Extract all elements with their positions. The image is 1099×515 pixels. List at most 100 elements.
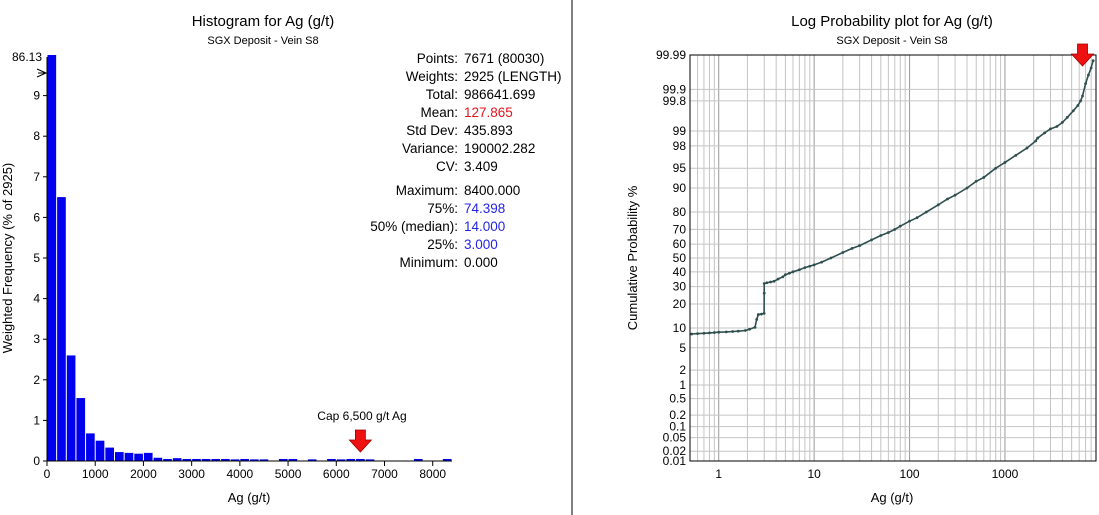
histogram-bar xyxy=(288,458,298,461)
cap-arrow-icon xyxy=(348,429,373,453)
probability-point xyxy=(946,197,949,201)
histogram-y-tick-label: 0 xyxy=(33,454,40,468)
histogram-subtitle: SGX Deposit - Vein S8 xyxy=(207,35,318,47)
histogram-x-tick-label: 3000 xyxy=(178,467,205,481)
histogram-bar xyxy=(327,458,336,461)
probability-point xyxy=(850,246,854,250)
probability-point xyxy=(1060,121,1064,124)
histogram-y-tick-label: 1 xyxy=(33,413,40,427)
histogram-y-tick-label: 5 xyxy=(33,251,40,265)
stat-value: 7671 (80030) xyxy=(464,51,544,66)
probability-point xyxy=(762,291,766,295)
probability-point xyxy=(781,275,785,279)
histogram-bar xyxy=(182,458,192,461)
probability-point xyxy=(994,166,998,170)
probability-y-tick-label: 30 xyxy=(673,280,687,294)
probability-y-tick-label: 0.05 xyxy=(663,431,687,445)
probability-point xyxy=(870,238,873,242)
histogram-bar xyxy=(278,458,288,461)
histogram-y-tick-label: 2 xyxy=(33,373,40,387)
probability-point xyxy=(696,332,699,336)
stat-value: 3.000 xyxy=(464,237,498,252)
histogram-bar xyxy=(201,458,211,461)
probability-point xyxy=(690,332,694,336)
histogram-bar xyxy=(346,458,356,461)
stat-value: 190002.282 xyxy=(464,141,535,156)
probability-point xyxy=(731,330,735,333)
probability-y-tick-label: 50 xyxy=(673,251,687,265)
probability-y-tick-label: 80 xyxy=(673,205,687,219)
probability-x-tick-label: 100 xyxy=(900,467,920,481)
histogram-bar xyxy=(192,458,201,461)
probability-point xyxy=(769,280,773,284)
stat-label: Minimum: xyxy=(399,255,458,270)
histogram-bar xyxy=(250,459,259,461)
probability-point xyxy=(924,210,928,214)
probability-point xyxy=(765,281,769,285)
probability-point xyxy=(797,268,801,272)
histogram-bar xyxy=(86,433,95,461)
stat-label: Weights: xyxy=(406,69,458,84)
probability-point xyxy=(1014,153,1018,157)
probability-x-tick-label: 1000 xyxy=(992,467,1019,481)
stat-value: 3.409 xyxy=(464,159,498,174)
stat-value: 127.865 xyxy=(464,105,513,120)
histogram-x-tick-label: 6000 xyxy=(323,467,350,481)
probability-point xyxy=(762,282,766,285)
probability-point xyxy=(1025,146,1029,150)
probability-point xyxy=(803,266,807,270)
probability-y-tick-label: 98 xyxy=(673,139,687,153)
stat-label: 50% (median): xyxy=(370,219,458,234)
probability-point xyxy=(724,330,728,334)
histogram-bar xyxy=(47,55,57,461)
probability-point xyxy=(702,331,706,335)
probability-y-tick-label: 70 xyxy=(673,222,687,236)
histogram-y-tick-label: 8 xyxy=(33,129,40,143)
probability-point xyxy=(1036,136,1040,140)
probability-point xyxy=(791,270,795,274)
stat-label: Mean: xyxy=(420,105,458,120)
stat-label: 25%: xyxy=(427,237,458,252)
probability-y-tick-label: 0.1 xyxy=(669,420,686,434)
stat-label: Std Dev: xyxy=(406,123,458,138)
probability-y-tick-label: 0.02 xyxy=(663,444,687,458)
probability-point xyxy=(982,176,986,179)
probability-y-tick-label: 60 xyxy=(673,237,687,251)
probability-point xyxy=(1081,94,1084,98)
probability-subtitle: SGX Deposit - Vein S8 xyxy=(836,35,947,47)
histogram-bar xyxy=(95,440,105,461)
stat-label: Total: xyxy=(426,87,458,102)
histogram-bar xyxy=(134,453,143,461)
probability-point xyxy=(708,331,711,335)
probability-point xyxy=(953,193,957,197)
probability-point xyxy=(936,203,940,207)
stat-value: 8400.000 xyxy=(464,183,520,198)
probability-point xyxy=(1049,127,1052,131)
histogram-bar xyxy=(240,458,249,461)
probability-y-tick-label: 2 xyxy=(679,363,686,377)
histogram-bar xyxy=(259,459,269,461)
histogram-x-tick-label: 7000 xyxy=(371,467,398,481)
probability-y-tick-label: 40 xyxy=(673,265,687,279)
stat-value: 2925 (LENGTH) xyxy=(464,69,562,84)
histogram-bar xyxy=(115,452,124,461)
probability-point xyxy=(858,244,862,247)
probability-point xyxy=(756,313,760,316)
probability-cap-arrow-icon xyxy=(1070,43,1095,67)
cap-annotation-label: Cap 6,500 g/t Ag xyxy=(317,409,406,423)
histogram-bar xyxy=(365,459,375,461)
stat-label: Maximum: xyxy=(396,183,458,198)
histogram-bar xyxy=(307,459,317,461)
probability-y-tick-label: 1 xyxy=(679,378,686,392)
probability-point xyxy=(965,186,969,190)
histogram-panel: Histogram for Ag (g/t) SGX Deposit - Vei… xyxy=(0,13,562,505)
stat-value: 14.000 xyxy=(464,219,505,234)
histogram-bar xyxy=(143,452,153,461)
stat-value: 0.000 xyxy=(464,255,498,270)
probability-y-tick-label: 10 xyxy=(673,321,687,335)
histogram-ylabel: Weighted Frequency (% of 2925) xyxy=(0,163,15,354)
stat-value: 986641.699 xyxy=(464,87,535,102)
probability-y-tick-label: 0.01 xyxy=(663,454,687,468)
histogram-bar xyxy=(124,452,134,461)
